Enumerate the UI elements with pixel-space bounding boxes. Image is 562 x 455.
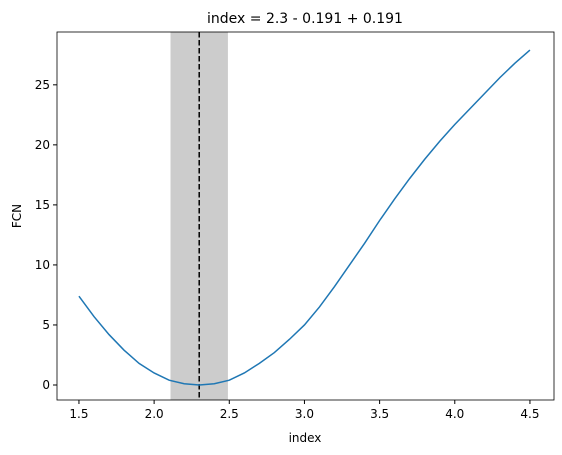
x-tick-label: 2.0 [145, 407, 164, 421]
axes-frame [56, 31, 555, 401]
x-tick-label: 4.0 [445, 407, 464, 421]
y-tick-label: 15 [35, 198, 50, 212]
y-tick-label: 20 [35, 138, 50, 152]
x-tick-label: 4.5 [520, 407, 539, 421]
chart-title: index = 2.3 - 0.191 + 0.191 [207, 11, 403, 27]
y-tick-label: 0 [42, 378, 50, 392]
y-tick-label: 25 [35, 78, 50, 92]
x-tick-label: 3.0 [295, 407, 314, 421]
y-tick-label: 10 [35, 258, 50, 272]
y-tick-label: 5 [42, 318, 50, 332]
x-tick-label: 2.5 [220, 407, 239, 421]
curve [78, 49, 531, 386]
x-axis-label: index [289, 431, 322, 445]
x-tick-label: 3.5 [370, 407, 389, 421]
y-axis-label: FCN [10, 204, 24, 228]
x-tick-label: 1.5 [69, 407, 88, 421]
